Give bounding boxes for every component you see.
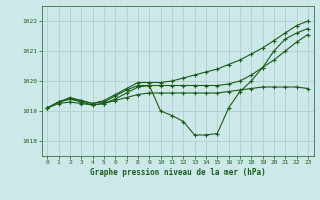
X-axis label: Graphe pression niveau de la mer (hPa): Graphe pression niveau de la mer (hPa) bbox=[90, 168, 266, 177]
